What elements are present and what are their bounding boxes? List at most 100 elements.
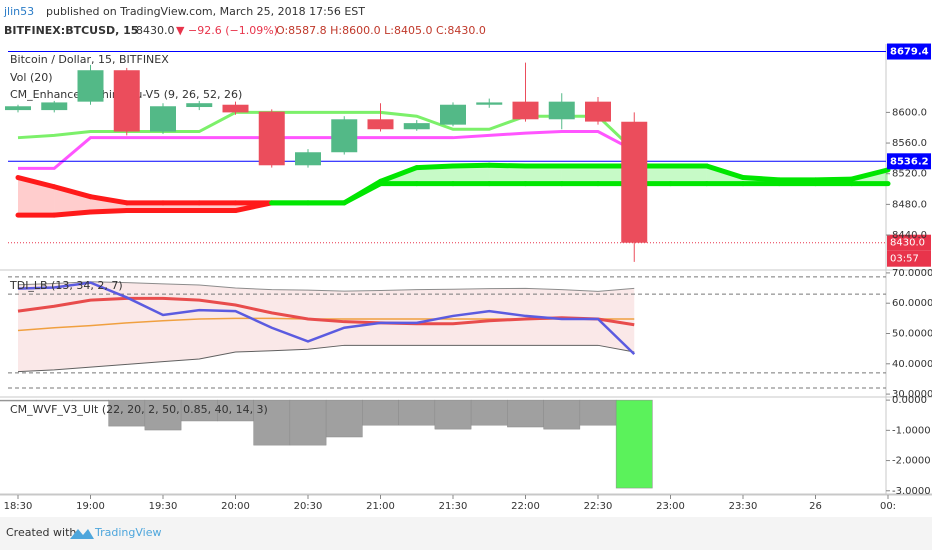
bar (470, 399, 508, 426)
x-tick-label: 22:00 (511, 501, 540, 512)
chart-title: TDI_LB (13, 34, 2, 7) (9, 279, 123, 292)
countdown: 03:57 (890, 254, 919, 265)
bar (289, 399, 327, 446)
plots: Bitcoin / Dollar, 15, BITFINEX Vol (20) CM… (0, 43, 932, 512)
user[interactable]: jlin53 (3, 5, 34, 18)
published: published on TradingView.com, March 25, … (46, 5, 365, 18)
x-tick-label: 20:00 (221, 501, 250, 512)
candle-body (5, 106, 31, 111)
y-tick-label: 8480.0 (892, 199, 927, 210)
y-tick-label: 8440.0 (892, 230, 927, 241)
cloud-fill (489, 165, 526, 184)
y-tick-label: 50.0000 (892, 329, 932, 340)
last-price-box (887, 234, 931, 251)
candle-body (512, 101, 539, 120)
span-a (450, 162, 492, 169)
price-label: 8679.4 (890, 47, 929, 58)
bar (543, 399, 581, 430)
candle-body (41, 102, 68, 111)
chart-title: CM_WVF_V3_Ult (22, 20, 2, 50, 0.85, 40, … (10, 403, 268, 416)
tdi-line (17, 281, 636, 355)
price-label: 8536.2 (890, 156, 929, 167)
x-tick-label: 21:00 (366, 501, 395, 512)
logo (70, 529, 94, 539)
symbol: BITFINEX:BTCUSD, 15 (4, 24, 138, 37)
span-b (88, 194, 130, 206)
y-tick-label: 8560.0 (892, 138, 927, 149)
span-a (486, 162, 528, 169)
candle-body (295, 152, 321, 166)
cloud-fill (561, 166, 598, 184)
indicator-label: Vol (20) (10, 71, 53, 84)
x-tick-label: 19:30 (149, 501, 178, 512)
cloud-fill (453, 165, 490, 184)
bar (615, 399, 653, 489)
candle-body (113, 70, 140, 132)
tdi-line (17, 281, 635, 292)
cloud-fill (416, 166, 453, 184)
bar (362, 399, 399, 426)
candle-body (186, 103, 213, 108)
tdi-line (17, 296, 635, 327)
bar (434, 399, 472, 430)
span-a (704, 163, 746, 181)
bar (507, 399, 544, 428)
candle-body (150, 106, 176, 132)
bar (253, 399, 291, 446)
y-tick-label: 30.0000 (892, 389, 932, 400)
y-tick-label: -3.0000 (892, 486, 931, 497)
y-tick-label: 70.0000 (892, 268, 932, 279)
bar (144, 399, 182, 431)
x-tick-label: 22:30 (584, 501, 613, 512)
last: 8430.0 (136, 24, 175, 37)
countdown-box (887, 250, 931, 267)
y-tick-label: 60.0000 (892, 298, 932, 309)
span-a (740, 175, 782, 183)
span-b (51, 184, 93, 200)
last-price-label: 8430.0 (890, 238, 925, 249)
ohlc: O:8587.8 H:8600.0 L:8405.0 C:8430.0 (276, 24, 486, 37)
y-tick-label: 8600.0 (892, 107, 927, 118)
bar (0, 399, 37, 402)
bar (398, 399, 436, 426)
candle-body (331, 119, 358, 153)
span-a (51, 209, 93, 218)
span-b (341, 181, 383, 206)
band-fill (18, 281, 635, 372)
cloud-fill (670, 166, 707, 184)
span-a (813, 176, 855, 183)
y-tick-label: -1.0000 (892, 425, 931, 436)
y-tick-label: 40.0000 (892, 359, 932, 370)
cloud-fill (54, 186, 91, 216)
footer-brand[interactable]: TradingView (94, 526, 161, 539)
span-a (414, 163, 456, 171)
x-tick-label: 00: (880, 501, 896, 512)
price-label-box (887, 153, 931, 170)
bar (35, 399, 73, 402)
candle-body (222, 104, 249, 113)
candle-body (548, 101, 575, 120)
price-label-box (887, 43, 931, 60)
candle-body (367, 119, 394, 130)
candle-body (585, 101, 611, 122)
change: −92.6 (−1.09%) (188, 24, 278, 37)
span-a (378, 165, 420, 184)
candle-body (403, 123, 430, 130)
y-tick-label: 8520.0 (892, 169, 927, 180)
x-tick-label: 23:00 (656, 501, 685, 512)
candle-body (440, 104, 466, 125)
candle-body (621, 121, 648, 243)
x-tick-label: 19:00 (76, 501, 105, 512)
bar (72, 399, 109, 402)
cloud-fill (525, 166, 562, 184)
footer-bar (0, 517, 932, 550)
x-tick-label: 23:30 (729, 501, 758, 512)
candle-body (77, 70, 104, 102)
ichimoku-line (18, 130, 635, 170)
candle-body (476, 102, 503, 105)
x-tick-label: 20:30 (294, 501, 323, 512)
y-tick-label: -2.0000 (892, 456, 931, 467)
x-tick-label: 18:30 (4, 501, 33, 512)
x-tick-label: 21:30 (439, 501, 468, 512)
